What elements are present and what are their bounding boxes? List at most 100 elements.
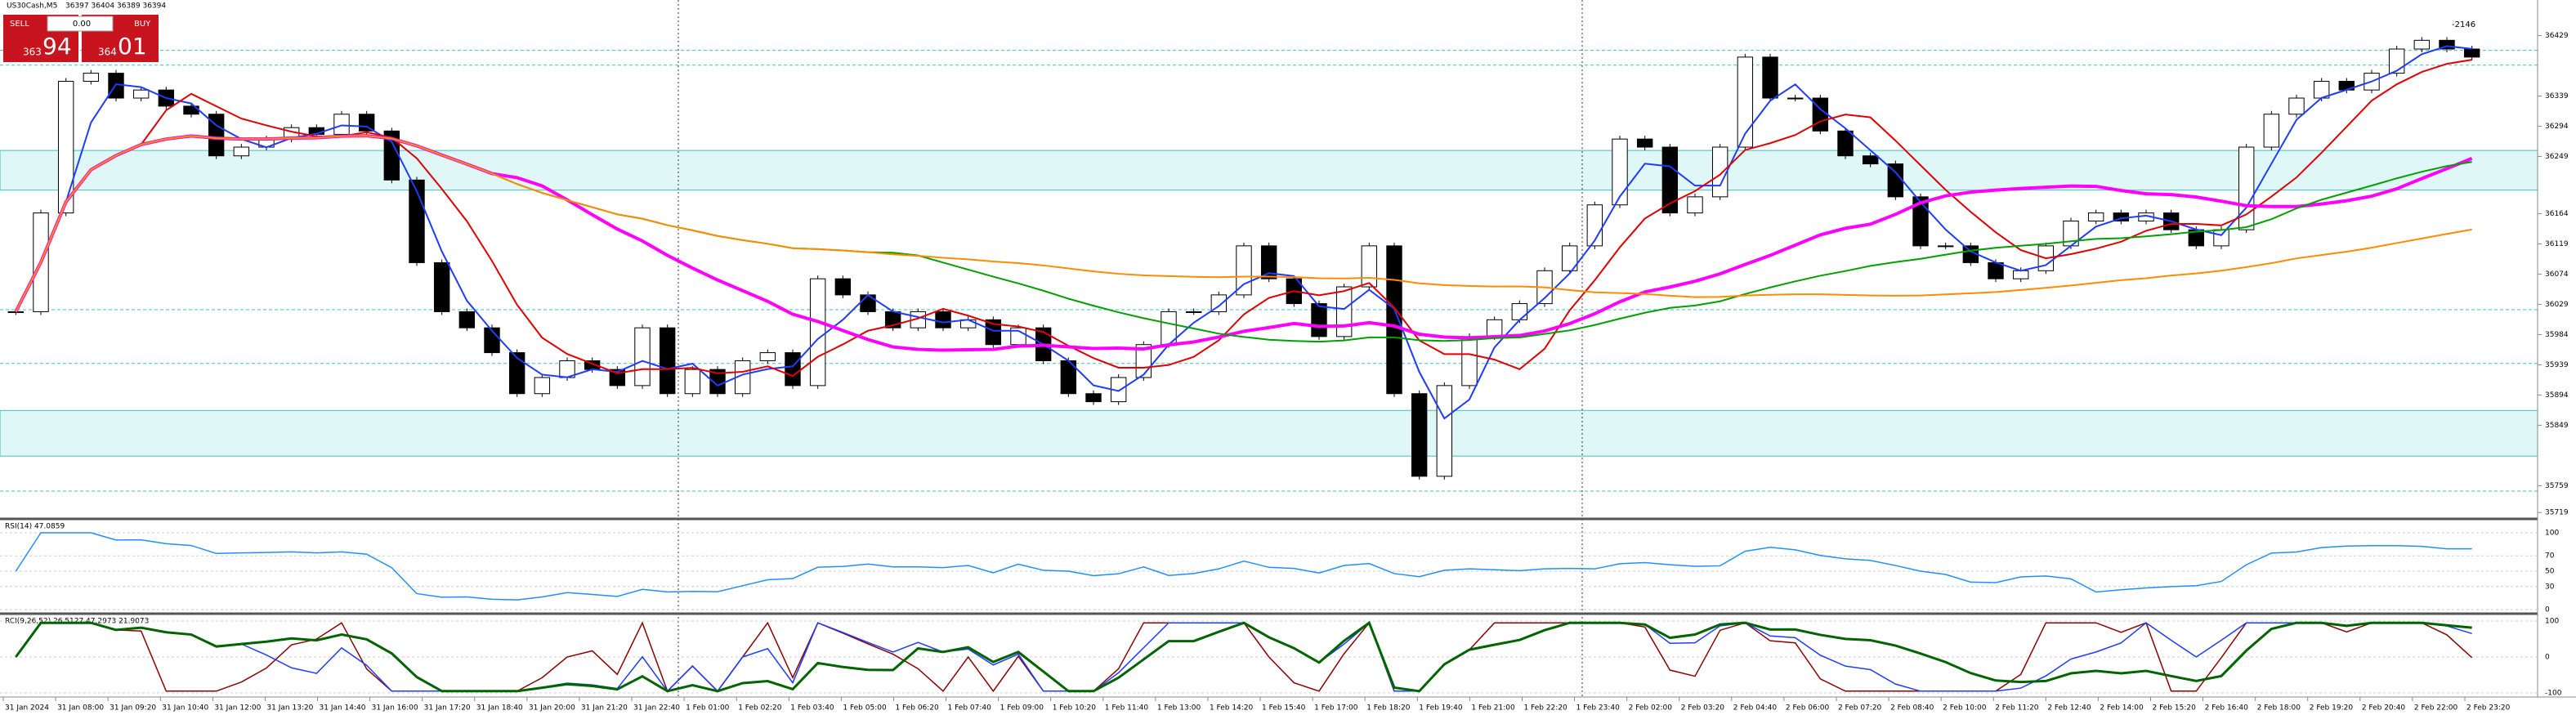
candle-body <box>1937 245 1954 248</box>
x-tick-label: 31 Jan 21:20 <box>581 704 628 713</box>
candle-body <box>609 369 626 387</box>
candle-body <box>2087 212 2104 221</box>
candle-body <box>1335 286 1353 337</box>
x-tick-label: 2 Feb 15:20 <box>2152 704 2196 713</box>
candle-body <box>834 278 852 296</box>
moving-average <box>15 59 2472 378</box>
rsi-label: RSI(14) 47.0859 <box>5 523 65 531</box>
x-tick-label: 2 Feb 20:40 <box>2362 704 2406 713</box>
x-tick-label: 1 Feb 18:20 <box>1366 704 1411 713</box>
rsi-tick-label: 0 <box>2545 606 2550 614</box>
candle-body <box>508 352 525 395</box>
candle-body <box>1386 245 1402 395</box>
x-tick-label: 2 Feb 11:20 <box>1995 704 2039 713</box>
rsi-tick-label: 30 <box>2545 583 2555 591</box>
x-tick-label: 2 Feb 12:40 <box>2047 704 2091 713</box>
candle-body <box>1988 261 2004 279</box>
y-tick-label: 36029 <box>2545 301 2569 309</box>
x-tick-label: 2 Feb 18:00 <box>2257 704 2301 713</box>
candle-body <box>985 319 1002 346</box>
candle-body <box>2238 146 2255 230</box>
buy-button[interactable]: BUY <box>134 20 151 29</box>
x-tick-label: 31 Jan 2024 <box>5 704 49 713</box>
osc-line <box>15 620 2472 693</box>
x-tick-label: 31 Jan 14:40 <box>320 704 366 713</box>
candle-body <box>2012 270 2029 279</box>
osc-tick-label: -100 <box>2545 690 2562 698</box>
x-tick-label: 31 Jan 16:00 <box>372 704 418 713</box>
moving-average <box>15 45 2472 420</box>
candle-body <box>2463 48 2480 58</box>
candle-body <box>1085 393 1102 403</box>
candle-body <box>458 311 476 328</box>
x-tick-label: 2 Feb 22:00 <box>2414 704 2458 713</box>
candle-body <box>759 352 776 361</box>
candle-body <box>1511 303 1528 320</box>
x-tick-label: 2 Feb 06:00 <box>1786 704 1830 713</box>
x-tick-label: 1 Feb 23:40 <box>1576 704 1621 713</box>
sell-button[interactable]: SELL <box>10 20 29 29</box>
x-tick-label: 1 Feb 03:40 <box>790 704 834 713</box>
candle-body <box>1311 303 1327 337</box>
candle-body <box>208 114 225 157</box>
osc-label: RCI(9,26,52) 26.5127 47.2973 21.9073 <box>5 618 149 626</box>
x-tick-label: 1 Feb 15:40 <box>1262 704 1306 713</box>
y-tick-label: 36074 <box>2545 270 2569 279</box>
y-tick-label: 35759 <box>2545 482 2569 490</box>
candle-body <box>1586 204 1603 247</box>
x-tick-label: 1 Feb 07:40 <box>948 704 992 713</box>
one-click-panel: SELL BUY 0.00 363 94 364 01 <box>3 15 159 62</box>
candle-body <box>2413 39 2431 50</box>
candle-body <box>1711 146 1729 198</box>
lot-value[interactable]: 0.00 <box>73 20 91 29</box>
rsi-tick-label: 70 <box>2545 552 2555 561</box>
x-tick-label: 31 Jan 13:20 <box>266 704 313 713</box>
x-tick-label: 2 Feb 08:40 <box>1890 704 1934 713</box>
candle-body <box>1636 138 1653 148</box>
lot-input[interactable] <box>47 16 114 32</box>
x-tick-label: 1 Feb 14:20 <box>1210 704 1254 713</box>
ohlc: 36397 36404 36389 36394 <box>65 2 166 11</box>
candle-body <box>2439 39 2455 50</box>
candle-body <box>57 80 74 214</box>
x-tick-label: 31 Jan 18:40 <box>476 704 523 713</box>
candle-body <box>1737 56 1754 148</box>
osc-tick-label: 0 <box>2545 654 2550 662</box>
candle-body <box>1236 245 1252 296</box>
candle-body <box>2263 114 2280 148</box>
y-tick-label: 35719 <box>2545 509 2569 517</box>
candle-body <box>1862 155 1879 165</box>
candle-body <box>1612 138 1628 206</box>
candle-body <box>1687 196 1703 214</box>
candle-body <box>785 352 801 387</box>
x-tick-label: 2 Feb 23:20 <box>2466 704 2511 713</box>
candle-body <box>634 327 651 387</box>
candle-body <box>1912 196 1929 247</box>
candle-body <box>1787 97 1804 100</box>
rsi-line <box>15 532 2472 601</box>
candle-body <box>2388 48 2405 74</box>
x-tick-label: 1 Feb 10:20 <box>1053 704 1097 713</box>
candle-body <box>333 114 350 135</box>
y-tick-label: 36339 <box>2545 92 2569 101</box>
y-tick-label: 36249 <box>2545 153 2569 161</box>
candle-body <box>1185 311 1202 313</box>
bid-big: 94 <box>42 33 72 60</box>
x-tick-label: 31 Jan 10:40 <box>162 704 208 713</box>
candle-body <box>1486 319 1503 337</box>
candle-body <box>684 369 701 395</box>
candle-body <box>358 114 375 132</box>
x-tick-label: 2 Feb 16:40 <box>2205 704 2249 713</box>
y-tick-label: 35849 <box>2545 422 2569 430</box>
candle-body <box>1837 130 1854 157</box>
candle-body <box>935 311 951 328</box>
x-tick-label: 1 Feb 05:00 <box>843 704 887 713</box>
x-tick-label: 31 Jan 22:40 <box>633 704 680 713</box>
candle-body <box>860 294 876 312</box>
candle-body <box>132 89 150 99</box>
candle-body <box>1411 393 1428 477</box>
osc-tick-label: 100 <box>2545 618 2559 626</box>
